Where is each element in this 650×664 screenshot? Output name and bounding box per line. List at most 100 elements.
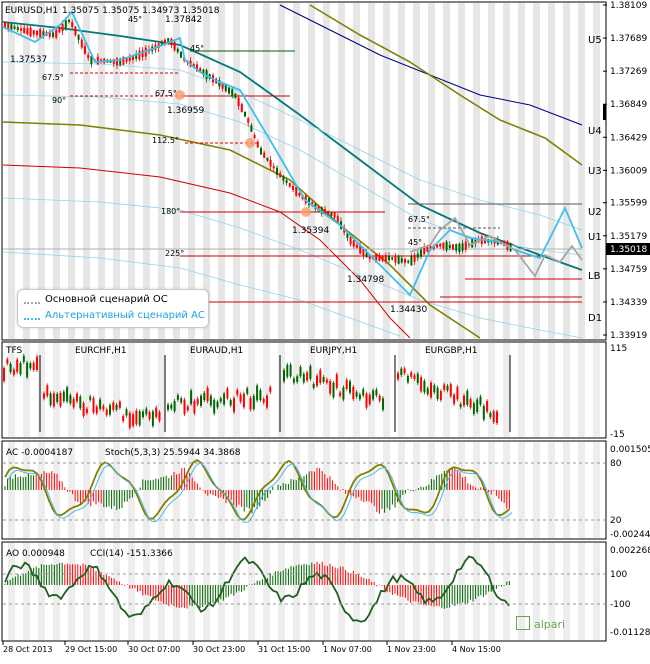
tfs-body [259,390,262,401]
tfs-body [16,359,19,373]
tfs-body [193,400,196,414]
stripe [248,3,255,339]
tfs-body [325,379,328,383]
tfs-body [416,373,419,384]
candle-body [199,68,202,73]
candle-body [375,253,378,263]
stripe [293,3,300,339]
scenario-legend: Основной сценарий ОС Альтернативный сцен… [17,289,209,328]
candle-body [244,112,246,117]
stripe [383,343,390,437]
candle-body [176,48,179,53]
candle-body [384,255,387,261]
candle-body [26,28,29,35]
candle-body [397,255,400,264]
symbol-label: EURUSD,H1 [5,6,58,16]
time-tick-label: 28 Oct 2013 [3,645,52,654]
candle-body [256,141,259,148]
tfs-body [200,395,202,406]
candle-body [420,249,422,257]
stripe [38,543,45,640]
candle-body [368,256,371,259]
candle-body [400,258,403,263]
stripe [83,3,90,339]
stripe [143,442,150,538]
tfs-body [219,398,222,402]
candle-body [218,80,221,87]
tfs-body [476,399,479,413]
stripe [68,442,75,538]
candle-body [442,242,445,249]
candle-body [77,34,80,40]
tfs-body [76,393,78,402]
angle-label: 45° [408,238,422,247]
tfs-scale-bottom: -15 [610,430,625,440]
tfs-body [196,398,199,405]
stripe [563,343,570,437]
stripe [98,3,105,339]
candle-body [96,56,99,65]
angle-labels: 45° 67.5° 90° 67.5° 45° 112.5° 180° 225° 67.5° 45… [42,15,430,258]
tfs-body [486,401,489,412]
tfs-body [368,394,371,405]
stripe [68,543,75,640]
tfs-body [6,359,9,364]
ao-title: AO 0.000948 [6,549,65,559]
light-envelope-4 [2,251,401,337]
tfs-body [349,381,351,393]
ohlc-readout: 1.35075 1.35075 1.34973 1.35018 [62,6,220,16]
candle-body [132,54,134,60]
tfs-body [453,394,456,404]
candle-body [263,152,266,158]
tfs-body [32,362,35,370]
angle-label: 90° [52,96,66,105]
candle-body [228,87,230,94]
price-note-1: 1.37537 [10,55,47,65]
candle-body [39,29,42,38]
tfs-body [469,398,472,408]
tfs-body [430,382,432,398]
stripe [128,3,135,339]
stripe [143,343,150,437]
tfs-body [375,389,378,396]
current-price-label: 1.35018 [610,245,647,255]
stripe [308,543,315,640]
light-envelope-2 [2,61,583,231]
stripe [248,343,255,437]
stripe [488,343,495,437]
tfs-body [176,395,179,400]
tfs-body [49,393,52,406]
candle-body [272,166,275,169]
candle-body [410,256,413,266]
stripe [113,543,120,640]
candle-body [84,46,86,54]
candle-body [196,64,198,72]
candle-body [436,244,438,248]
band-lb: LB [588,271,601,282]
stripe [338,343,345,437]
stripe [398,442,405,538]
candle-body [180,51,182,58]
tfs-body [216,401,219,408]
tfs-body [382,398,384,410]
candle-body [141,50,144,58]
stripe [518,442,525,538]
stripe [383,543,390,640]
time-axis: 28 Oct 2013 29 Oct 15:00 30 Oct 07:00 30 Oc… [2,641,501,654]
candle-body [282,176,285,181]
tfs-body [229,400,232,406]
tfs-body [436,387,439,400]
tfs-body [148,412,151,420]
candle-body [324,209,326,215]
time-tick-label: 4 Nov 15:00 [452,645,501,654]
legend-alt-swatch [24,310,40,320]
stripe [218,442,225,538]
tfs-body [246,388,249,394]
candle-body [4,22,6,28]
tfs-body [43,393,45,399]
stripe [278,543,285,640]
stripe [128,543,135,640]
candle-body [247,118,250,123]
band-u1: U1 [588,232,602,243]
tfs-body [9,363,12,373]
